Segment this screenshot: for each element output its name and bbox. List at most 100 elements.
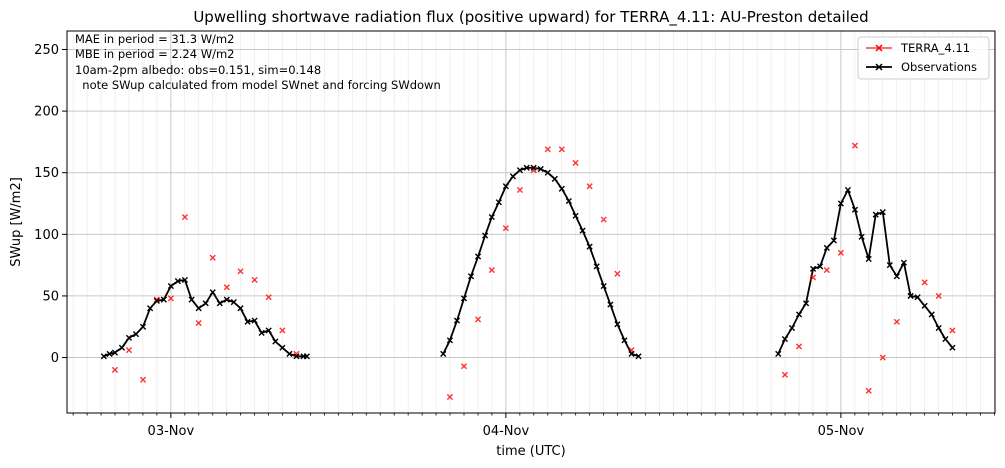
observations-point — [293, 353, 300, 360]
observations-point — [272, 338, 279, 345]
observations-point — [502, 183, 509, 190]
observations-point — [775, 350, 782, 357]
observations-point — [530, 164, 537, 171]
observations-point — [865, 255, 872, 263]
observations-point — [788, 324, 796, 332]
y-axis: 0 50 100 150 200 250 — [34, 43, 67, 366]
observations-point — [942, 335, 949, 343]
observations-point — [488, 213, 495, 221]
observations-point — [474, 253, 482, 260]
observations-point — [823, 244, 830, 251]
x-tick-label: 03-Nov — [148, 424, 195, 439]
terra-point — [265, 294, 272, 301]
observations-point — [118, 344, 126, 351]
observations-point — [949, 344, 956, 351]
observations-point — [809, 265, 817, 272]
observations-point — [223, 296, 230, 303]
terra-point — [195, 319, 202, 327]
stats-annotation: MAE in period = 31.3 W/m2 MBE in period … — [75, 32, 441, 92]
observations-point — [872, 211, 879, 218]
x-axis: 03-Nov 04-Nov 05-Nov — [72, 413, 995, 439]
terra-point — [795, 343, 803, 350]
observations-point — [928, 311, 935, 318]
terra-point — [488, 266, 495, 274]
observations-line-segment — [442, 166, 639, 358]
observations-point — [802, 300, 810, 307]
observations-point — [572, 212, 579, 219]
chart-title: Upwelling shortwave radiation flux (posi… — [193, 8, 868, 27]
observations-point — [202, 300, 209, 307]
observations-point — [146, 305, 154, 312]
observations-point — [195, 305, 202, 312]
observations-point — [593, 263, 600, 270]
observations-line-segment — [777, 189, 954, 355]
terra-point — [586, 183, 593, 190]
terra-point — [865, 387, 872, 394]
observations-point — [139, 323, 147, 330]
observations-point — [265, 327, 272, 334]
observations-point — [600, 282, 607, 290]
y-tick-label: 200 — [34, 105, 59, 120]
series-markers — [100, 142, 956, 401]
y-tick-label: 100 — [34, 228, 59, 243]
observations-point — [551, 175, 558, 182]
observations-point — [111, 349, 119, 356]
observations-point — [900, 259, 907, 266]
x-tick-label: 05-Nov — [818, 424, 865, 439]
terra-point — [293, 350, 300, 357]
terra-point — [851, 142, 859, 149]
observations-point — [565, 197, 572, 205]
observations-point — [258, 329, 265, 336]
observations-point — [125, 334, 133, 341]
legend: TERRA_4.11 Observations — [857, 36, 990, 80]
observations-point — [106, 350, 113, 357]
terra-point — [879, 354, 886, 361]
terra-point — [474, 316, 482, 323]
observations-point — [579, 227, 586, 234]
observations-point — [467, 273, 475, 280]
terra-point — [614, 270, 621, 277]
observations-point — [440, 350, 447, 357]
observations-point — [830, 237, 837, 244]
terra-point — [153, 296, 160, 303]
terra-point — [181, 213, 189, 221]
observations-line-segment — [103, 279, 307, 358]
observations-point — [935, 324, 942, 332]
terra-point — [111, 366, 119, 373]
terra-point — [167, 295, 174, 302]
terra-point — [893, 318, 900, 325]
legend-marker-terra — [875, 44, 883, 52]
observations-point — [544, 169, 551, 176]
observations-point — [795, 311, 803, 318]
observations-point — [558, 185, 565, 192]
series-lines — [103, 166, 954, 358]
terra-point — [530, 167, 537, 174]
observations-point — [495, 199, 502, 206]
major-grid — [67, 31, 995, 413]
observations-point — [188, 296, 195, 303]
observations-point — [586, 243, 593, 250]
x-tick-label: 04-Nov — [483, 424, 530, 439]
y-tick-label: 0 — [51, 351, 59, 366]
observations-point — [781, 335, 789, 343]
observations-point — [893, 273, 900, 280]
terra-point — [544, 146, 551, 153]
observations-point — [167, 282, 174, 290]
terra-point — [600, 216, 607, 223]
legend-label-terra: TERRA_4.11 — [900, 41, 970, 55]
observations-point — [817, 263, 824, 270]
annotation-mae: MAE in period = 31.3 W/m2 — [75, 32, 234, 46]
x-axis-title: time (UTC) — [496, 444, 565, 459]
y-tick-label: 150 — [34, 166, 59, 181]
observations-point — [907, 292, 914, 300]
terra-point — [125, 347, 133, 354]
terra-point — [837, 249, 844, 256]
legend-entry-terra: TERRA_4.11 — [866, 41, 970, 55]
terra-point — [502, 225, 509, 232]
observations-point — [237, 305, 244, 312]
terra-point — [279, 327, 286, 334]
terra-point — [251, 276, 258, 284]
observations-point — [446, 337, 454, 344]
observations-point — [244, 318, 251, 325]
